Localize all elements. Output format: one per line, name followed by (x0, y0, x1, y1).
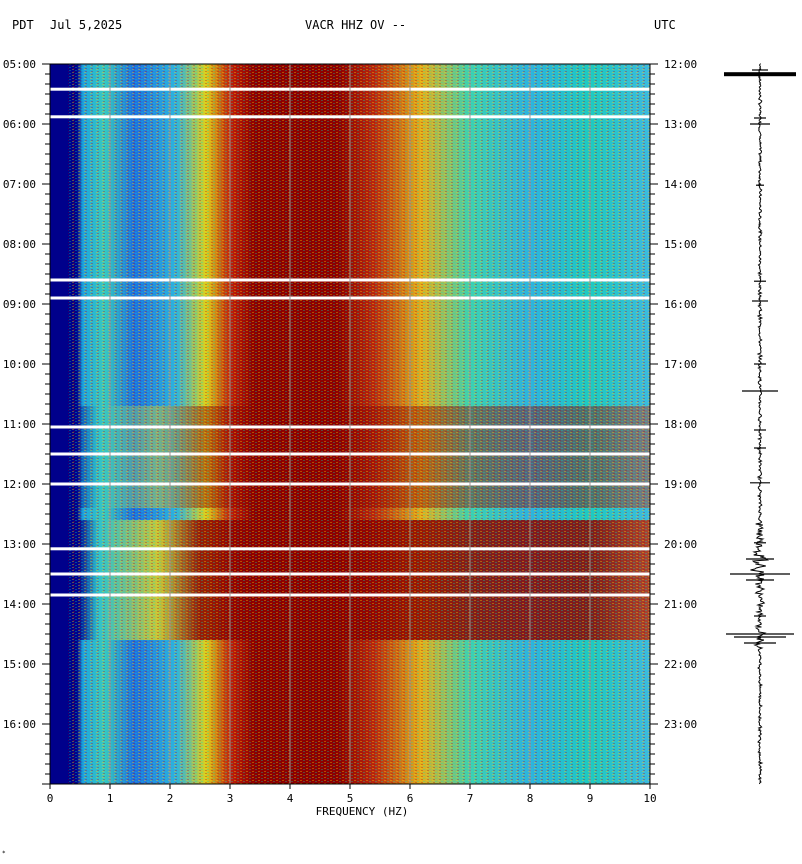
seismogram-line (750, 63, 770, 785)
x-tick-label: 0 (47, 792, 54, 805)
x-tick-label: 1 (107, 792, 114, 805)
y-tick-label-left: 11:00 (3, 418, 36, 431)
y-tick-label-right: 17:00 (664, 358, 697, 371)
spectrogram-low-band (50, 64, 68, 784)
y-tick-label-left: 14:00 (3, 598, 36, 611)
x-axis-label: FREQUENCY (HZ) (316, 805, 409, 818)
timezone-left-label: PDT (12, 18, 34, 32)
y-tick-label-right: 20:00 (664, 538, 697, 551)
seismogram-trace (724, 63, 796, 785)
y-tick-label-right: 22:00 (664, 658, 697, 671)
y-tick-label-right: 14:00 (664, 178, 697, 191)
x-tick-label: 2 (167, 792, 174, 805)
station-title: VACR HHZ OV -- (305, 18, 407, 32)
y-tick-label-right: 16:00 (664, 298, 697, 311)
y-tick-label-right: 19:00 (664, 478, 697, 491)
x-tick-label: 8 (527, 792, 534, 805)
date-label: Jul 5,2025 (50, 18, 123, 32)
x-tick-label: 3 (227, 792, 234, 805)
y-tick-label-left: 15:00 (3, 658, 36, 671)
x-tick-label: 10 (643, 792, 656, 805)
seismogram-large-spike (724, 72, 796, 77)
y-tick-label-left: 05:00 (3, 58, 36, 71)
y-tick-label-right: 18:00 (664, 418, 697, 431)
x-tick-label: 7 (467, 792, 474, 805)
y-tick-label-left: 13:00 (3, 538, 36, 551)
y-tick-label-left: 09:00 (3, 298, 36, 311)
timezone-right-label: UTC (654, 18, 676, 32)
y-tick-label-left: 08:00 (3, 238, 36, 251)
y-tick-label-right: 15:00 (664, 238, 697, 251)
y-tick-label-left: 12:00 (3, 478, 36, 491)
y-tick-label-right: 21:00 (664, 598, 697, 611)
x-ticks: 0 1 2 3 4 5 6 7 8 9 10 (47, 784, 657, 805)
y-tick-label-right: 12:00 (664, 58, 697, 71)
x-tick-label: 5 (347, 792, 354, 805)
y-tick-label-left: 10:00 (3, 358, 36, 371)
x-tick-label: 4 (287, 792, 294, 805)
y-ticks: 05:00 06:00 07:00 08:00 09:00 10:00 11:00 12:00… (3, 58, 697, 785)
y-tick-label-left: 06:00 (3, 118, 36, 131)
x-tick-label: 6 (407, 792, 414, 805)
corner-mark: * (2, 850, 6, 857)
y-tick-label-left: 16:00 (3, 718, 36, 731)
y-tick-label-right: 13:00 (664, 118, 697, 131)
x-tick-label: 9 (587, 792, 594, 805)
y-tick-label-right: 23:00 (664, 718, 697, 731)
y-tick-label-left: 07:00 (3, 178, 36, 191)
